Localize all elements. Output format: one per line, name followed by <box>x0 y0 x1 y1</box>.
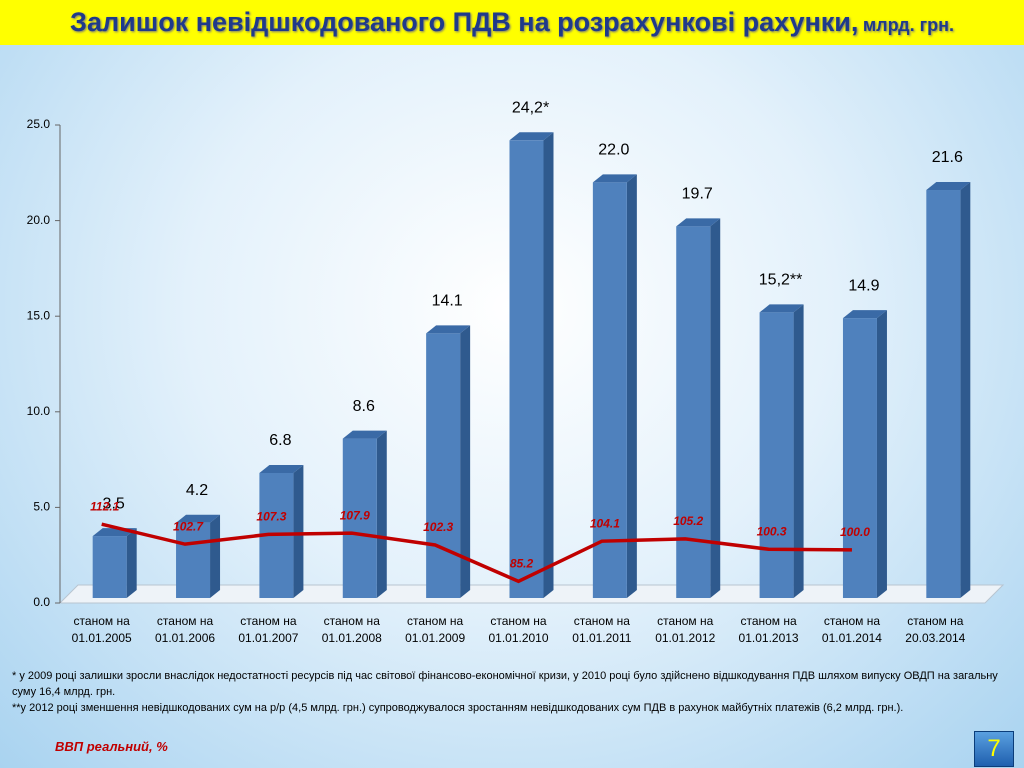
bar <box>342 438 377 598</box>
bar <box>426 333 461 598</box>
bar-top <box>176 514 221 523</box>
bar <box>509 140 544 598</box>
data-label: 100.0 <box>840 525 870 539</box>
page-number: 7 <box>974 731 1014 767</box>
x-tick-label: станом на 01.01.2013 <box>738 614 799 645</box>
data-label: 102.7 <box>173 519 204 533</box>
bar <box>92 536 127 598</box>
title-unit: млрд. грн. <box>862 15 954 35</box>
x-tick-label: станом на 01.01.2010 <box>488 614 549 645</box>
bar <box>926 190 961 598</box>
title-bar: Залишок невідшкодованого ПДВ на розрахун… <box>0 0 1024 45</box>
footnote: **у 2012 році зменшення невідшкодованих … <box>12 702 904 714</box>
x-tick-label: станом на 01.01.2006 <box>155 614 216 645</box>
y-tick-label: 0.0 <box>33 595 50 609</box>
legend-entry: ВВП реальний, % <box>55 739 168 754</box>
bar-top <box>926 182 971 191</box>
data-label: 112.1 <box>90 499 119 513</box>
data-label: 104.1 <box>590 516 620 530</box>
bar-side <box>793 304 804 598</box>
bar-top <box>759 304 804 313</box>
x-tick-label: станом на 01.01.2007 <box>238 614 299 645</box>
y-tick-label: 10.0 <box>27 404 51 418</box>
bar <box>176 522 211 598</box>
x-tick-label: станом на 01.01.2008 <box>321 614 382 645</box>
data-label: 4.2 <box>186 482 208 499</box>
data-label: 24,2* <box>512 100 549 117</box>
bar-side <box>293 464 304 598</box>
bar-side <box>376 430 387 598</box>
bar <box>592 182 627 599</box>
data-label: 14.1 <box>432 293 463 310</box>
bar-top <box>259 464 304 473</box>
footnote: * у 2009 році залишки зросли внаслідок н… <box>12 670 998 698</box>
x-tick-label: станом на 01.01.2012 <box>655 614 716 645</box>
y-tick-label: 5.0 <box>33 500 50 514</box>
data-label: 3.5 <box>103 495 125 512</box>
line <box>101 522 852 584</box>
bar <box>842 318 877 598</box>
data-label: 107.9 <box>340 508 370 522</box>
bar-side <box>876 310 887 598</box>
y-tick-label: 15.0 <box>27 308 51 322</box>
data-label: 85.2 <box>510 557 534 571</box>
bar-side <box>710 218 721 598</box>
data-label: 105.2 <box>673 514 703 528</box>
y-tick-label: 20.0 <box>27 213 51 227</box>
x-tick-label: станом на 01.01.2014 <box>821 614 882 645</box>
data-label: 21.6 <box>932 149 963 166</box>
data-label: 19.7 <box>682 186 713 203</box>
bar-side <box>626 174 637 599</box>
x-tick-label: станом на 01.01.2011 <box>572 614 632 645</box>
bar <box>676 226 711 598</box>
y-tick-label: 25.0 <box>27 117 51 131</box>
x-tick-label: станом на 01.01.2005 <box>71 614 132 645</box>
x-tick-label: станом на 20.03.2014 <box>905 614 966 645</box>
footnotes: * у 2009 році залишки зросли внаслідок н… <box>12 668 1012 716</box>
bar-top <box>592 174 637 183</box>
bar-side <box>543 132 554 598</box>
bar-side <box>210 514 221 598</box>
data-label: 107.3 <box>256 510 286 524</box>
bar-top <box>426 325 471 334</box>
bar-side <box>960 182 971 598</box>
bar-side <box>126 528 137 598</box>
data-label: 14.9 <box>848 277 879 294</box>
bar-top <box>676 218 721 227</box>
data-label: 8.6 <box>353 398 375 415</box>
x-tick-label: станом на 01.01.2009 <box>405 614 466 645</box>
chart-title: Залишок невідшкодованого ПДВ на розрахун… <box>70 7 859 37</box>
data-label: 15,2** <box>759 272 803 289</box>
bar-top <box>842 310 887 319</box>
bar-top <box>509 132 554 141</box>
bar-side <box>460 325 471 598</box>
data-label: 100.3 <box>757 524 787 538</box>
data-label: 6.8 <box>269 432 291 449</box>
bar-top <box>342 430 387 439</box>
data-label: 22.0 <box>598 142 629 159</box>
bar <box>759 312 794 598</box>
data-label: 102.3 <box>423 520 453 534</box>
